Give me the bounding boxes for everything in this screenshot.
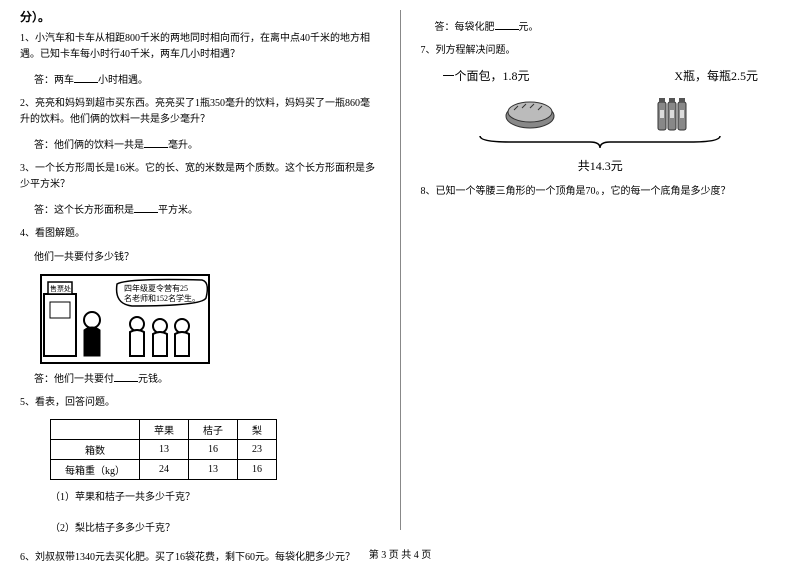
speech-bubble: 四年级夏令营有25 名老师和152名学生。	[124, 284, 200, 303]
ticket-illustration: 四年级夏令营有25 名老师和152名学生。 售票处	[40, 274, 210, 364]
blank	[495, 18, 519, 30]
bottle-icon	[640, 92, 700, 132]
question-4-header: 4、看图解题。	[20, 226, 380, 242]
ans4-prefix: 答：他们一共要付	[34, 374, 114, 385]
bubble-line2: 名老师和152名学生。	[124, 294, 200, 304]
ans1-prefix: 答：两车	[34, 75, 74, 86]
ans2-prefix: 答：他们俩的饮料一共是	[34, 140, 144, 151]
fruit-table: 苹果 桔子 梨 箱数 13 16 23 每箱重（kg） 24 13 16	[50, 419, 277, 480]
question-2: 2、亮亮和妈妈到超市买东西。亮亮买了1瓶350毫升的饮料，妈妈买了一瓶860毫升…	[20, 96, 380, 128]
ans3-suffix: 平方米。	[158, 205, 198, 216]
question-5-header: 5、看表，回答问题。	[20, 395, 380, 411]
goods-labels: 一个面包，1.8元 X瓶，每瓶2.5元	[443, 67, 759, 84]
table-header-row: 苹果 桔子 梨	[51, 420, 277, 440]
bread-icon	[500, 92, 560, 132]
question-3: 3、一个长方形周长是16米。它的长、宽的米数是两个质数。这个长方形面积是多少平方…	[20, 161, 380, 193]
question-4-sub: 他们一共要付多少钱？	[34, 250, 380, 266]
th-apple: 苹果	[140, 420, 189, 440]
question-8: 8、已知一个等腰三角形的一个顶角是70。，它的每一个底角是多少度？	[421, 184, 781, 200]
sign-text: 售票处	[50, 284, 71, 294]
ans6-suffix: 元。	[519, 22, 539, 33]
cell: 13	[140, 440, 189, 460]
question-1: 1、小汽车和卡车从相距800千米的两地同时相向而行，在离中点40千米的地方相遇。…	[20, 31, 380, 63]
question-7-header: 7、列方程解决问题。	[421, 43, 781, 59]
row-label: 箱数	[51, 440, 140, 460]
ans2-suffix: 毫升。	[168, 140, 198, 151]
bread-label: 一个面包，1.8元	[443, 67, 530, 84]
brace-icon	[421, 134, 781, 155]
cell: 24	[140, 460, 189, 480]
ans1-suffix: 小时相遇。	[98, 75, 148, 86]
th-pear: 梨	[238, 420, 277, 440]
answer-6: 答：每袋化肥 元。	[435, 18, 781, 33]
question-5-sub2: （2）梨比桔子多多少千克？	[50, 519, 380, 534]
th-orange: 桔子	[189, 420, 238, 440]
answer-4: 答：他们一共要付 元钱。	[34, 370, 380, 385]
ans4-suffix: 元钱。	[138, 374, 168, 385]
cell: 16	[189, 440, 238, 460]
total-label: 共14.3元	[421, 157, 781, 174]
bottle-label: X瓶，每瓶2.5元	[674, 67, 758, 84]
question-5-sub1: （1）苹果和桔子一共多少千克？	[50, 488, 380, 503]
cell: 23	[238, 440, 277, 460]
table-row: 每箱重（kg） 24 13 16	[51, 460, 277, 480]
goods-row	[461, 92, 741, 132]
ans3-prefix: 答：这个长方形面积是	[34, 205, 134, 216]
blank	[74, 71, 98, 83]
blank	[134, 201, 158, 213]
table-row: 箱数 13 16 23	[51, 440, 277, 460]
section-header: 分）。	[20, 8, 380, 25]
th-blank	[51, 420, 140, 440]
ans6-prefix: 答：每袋化肥	[435, 22, 495, 33]
blank	[114, 370, 138, 382]
row-label: 每箱重（kg）	[51, 460, 140, 480]
cell: 13	[189, 460, 238, 480]
page-footer: 第 3 页 共 4 页	[0, 546, 800, 561]
answer-2: 答：他们俩的饮料一共是 毫升。	[34, 136, 380, 151]
blank	[144, 136, 168, 148]
answer-1: 答：两车 小时相遇。	[34, 71, 380, 86]
cell: 16	[238, 460, 277, 480]
bubble-line1: 四年级夏令营有25	[124, 284, 200, 294]
answer-3: 答：这个长方形面积是 平方米。	[34, 201, 380, 216]
